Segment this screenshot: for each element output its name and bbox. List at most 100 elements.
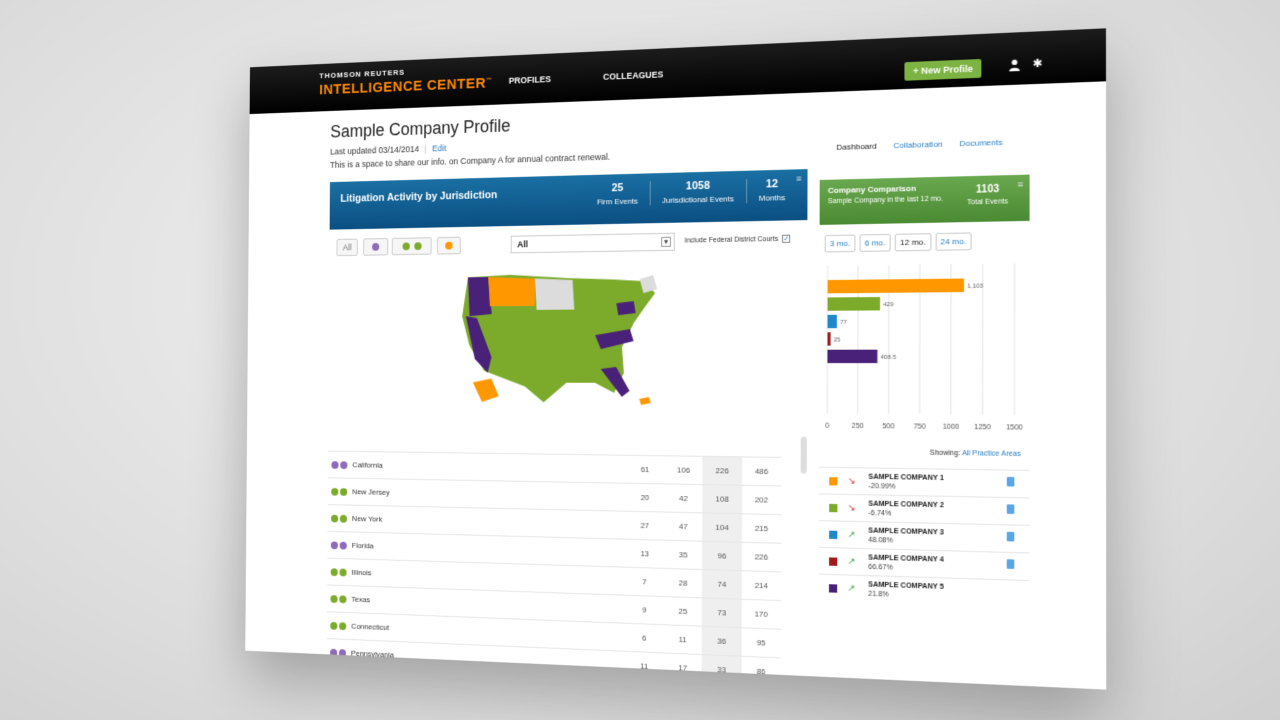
- company-info: SAMPLE COMPANY 1 -20.99%: [858, 473, 944, 491]
- company-info: SAMPLE COMPANY 3 48.08%: [858, 527, 944, 546]
- federal-courts-label: Include Federal District Courts: [685, 235, 779, 244]
- period-6mo[interactable]: 6 mo.: [860, 234, 891, 252]
- list-item[interactable]: ↘ SAMPLE COMPANY 1 -20.99%: [819, 467, 1030, 498]
- filter-purple-button[interactable]: [363, 238, 388, 256]
- row-value: 202: [742, 495, 782, 505]
- x-tick-label: 250: [852, 423, 864, 430]
- map-region-pennsylvania: [616, 301, 635, 315]
- federal-courts-checkbox[interactable]: ✓: [782, 235, 790, 243]
- row-value: 73: [702, 598, 741, 628]
- purple-dot-icon: [339, 649, 346, 657]
- jurisdiction-name: California: [352, 461, 626, 474]
- document-icon[interactable]: [1007, 504, 1015, 514]
- green-dot-icon: [414, 242, 421, 250]
- panel-menu-icon[interactable]: ≡: [1017, 179, 1023, 190]
- color-swatch: [829, 503, 837, 511]
- page-title: Sample Company Profile: [330, 116, 510, 142]
- x-tick-label: 1250: [974, 424, 991, 432]
- company-change: -6.74%: [868, 509, 944, 518]
- tab-collaboration[interactable]: Collaboration: [893, 139, 942, 150]
- dropdown-value: All: [517, 239, 528, 249]
- period-24mo[interactable]: 24 mo.: [935, 232, 972, 250]
- map-region-mountain: [488, 277, 535, 307]
- company-name: SAMPLE COMPANY 4: [868, 554, 944, 563]
- company-name: SAMPLE COMPANY 3: [868, 527, 944, 536]
- orange-dot-icon: [445, 242, 452, 250]
- row-value: 226: [703, 456, 742, 485]
- row-value: 20: [626, 493, 664, 503]
- document-icon[interactable]: [1007, 477, 1015, 487]
- last-updated-text: Last updated 03/14/2014: [330, 144, 419, 156]
- row-value: 106: [664, 465, 703, 475]
- bar: [828, 297, 880, 311]
- nav-colleagues[interactable]: COLLEAGUES: [603, 69, 663, 81]
- jurisdiction-name: Illinois: [352, 568, 626, 586]
- green-dot-icon: [331, 514, 338, 522]
- filter-all-button[interactable]: All: [336, 239, 357, 257]
- purple-dot-icon: [331, 541, 338, 549]
- user-icon[interactable]: [1008, 58, 1021, 71]
- company-list: ↘ SAMPLE COMPANY 1 -20.99% ↘ SAMPLE COMPANY …: [819, 467, 1030, 608]
- map-region-northwest: [468, 277, 492, 316]
- company-name: SAMPLE COMPANY 1: [868, 473, 944, 482]
- total-label: Total Events: [967, 198, 1008, 206]
- bar: [827, 332, 830, 345]
- period-3mo[interactable]: 3 mo.: [825, 235, 856, 253]
- green-dot-icon: [402, 242, 409, 250]
- row-value: 104: [703, 513, 742, 542]
- document-icon[interactable]: [1007, 532, 1015, 542]
- map-region-alaska: [473, 379, 499, 403]
- gear-icon[interactable]: ✱: [1033, 56, 1043, 70]
- stat-months: 12 Months: [746, 178, 798, 204]
- stat-value: 25: [597, 182, 638, 195]
- brand-logo[interactable]: THOMSON REUTERS INTELLIGENCE CENTER™: [319, 64, 492, 98]
- company-change: 21.8%: [868, 590, 944, 600]
- period-12mo[interactable]: 12 mo.: [895, 233, 931, 251]
- app-screen: THOMSON REUTERS INTELLIGENCE CENTER™ PRO…: [245, 28, 1106, 689]
- tab-documents[interactable]: Documents: [960, 138, 1003, 149]
- map-region-hawaii: [639, 397, 651, 405]
- edit-link[interactable]: Edit: [432, 143, 446, 153]
- list-item[interactable]: ↗ SAMPLE COMPANY 5 21.8%: [819, 574, 1030, 608]
- x-tick-label: 1500: [1006, 424, 1023, 432]
- brand-name: INTELLIGENCE CENTER: [319, 75, 486, 98]
- litigation-title: Litigation Activity by Jurisdiction: [340, 189, 497, 204]
- brand-tm: ™: [486, 78, 492, 84]
- row-dots: [328, 461, 353, 469]
- document-icon[interactable]: [1007, 559, 1015, 569]
- filter-green-button[interactable]: [392, 237, 432, 255]
- map-region-plains: [535, 278, 575, 310]
- stat-label: Jurisdictional Events: [662, 194, 734, 205]
- row-value: 9: [625, 605, 663, 615]
- row-dots: [328, 487, 353, 495]
- scrollbar[interactable]: [801, 437, 807, 474]
- row-value: 226: [742, 552, 782, 562]
- row-value: 17: [663, 663, 702, 674]
- row-value: 28: [664, 578, 703, 588]
- new-profile-button[interactable]: + New Profile: [905, 59, 982, 81]
- row-value: 215: [742, 523, 782, 533]
- practice-areas-link[interactable]: All Practice Areas: [962, 450, 1021, 458]
- litigation-panel: Litigation Activity by Jurisdiction 25 F…: [326, 169, 807, 681]
- litigation-stats: 25 Firm Events 1058 Jurisdictional Event…: [585, 178, 797, 207]
- row-value: 74: [702, 570, 741, 600]
- x-tick-label: 1000: [943, 424, 960, 432]
- total-events: 1103 Total Events: [967, 184, 1008, 207]
- color-swatch: [829, 477, 837, 485]
- nav-profiles[interactable]: PROFILES: [509, 74, 551, 86]
- page-tabs: Dashboard Collaboration Documents: [836, 138, 1002, 152]
- total-value: 1103: [967, 184, 1008, 196]
- panel-menu-icon[interactable]: ≡: [796, 173, 801, 183]
- comparison-bar-chart: 0 250 500 750 1000 1250 1500 1,103 429 77 25 408.5: [823, 257, 1023, 441]
- purple-dot-icon: [372, 243, 379, 251]
- us-jurisdiction-map[interactable]: [454, 265, 673, 415]
- green-dot-icon: [340, 514, 347, 522]
- filter-orange-button[interactable]: [437, 237, 461, 255]
- row-value: 13: [626, 549, 664, 559]
- trend-up-icon: ↗: [848, 529, 858, 541]
- tab-dashboard[interactable]: Dashboard: [836, 141, 876, 151]
- row-value: 108: [703, 485, 742, 514]
- row-value: 214: [742, 580, 782, 590]
- jurisdiction-dropdown[interactable]: All ▾: [511, 233, 675, 254]
